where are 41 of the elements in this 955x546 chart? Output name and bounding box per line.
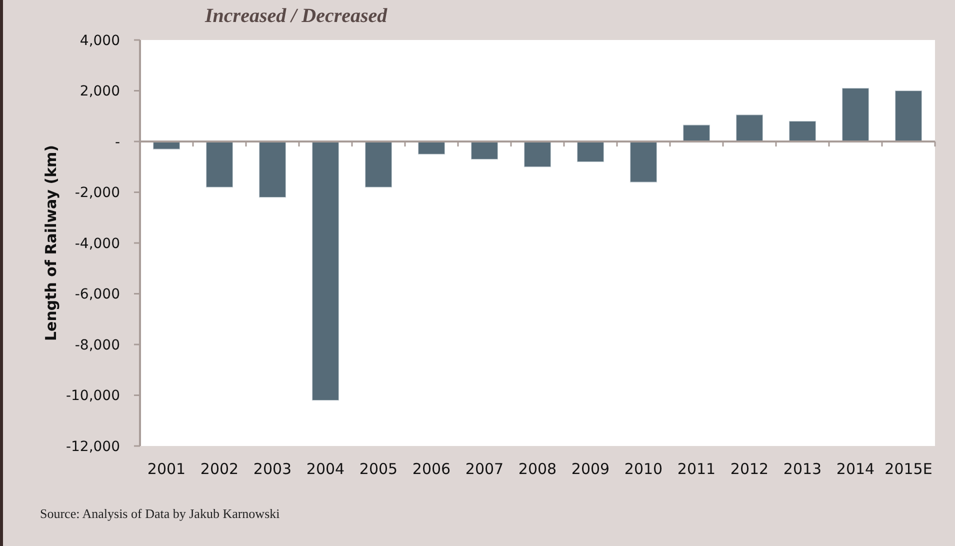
y-tick-label: -8,000 xyxy=(74,337,120,354)
x-tick-label: 2007 xyxy=(465,460,504,478)
x-tick-label: 2002 xyxy=(200,460,239,478)
y-tick-label: -12,000 xyxy=(66,438,120,455)
chart-title: Increased / Decreased xyxy=(204,5,388,27)
y-tick-label: -4,000 xyxy=(74,236,120,252)
x-tick-label: 2014 xyxy=(836,460,875,478)
x-tick-label: 2009 xyxy=(571,460,610,478)
y-axis-title: Length of Railway (km) xyxy=(42,144,60,342)
x-tick-label: 2013 xyxy=(783,460,822,478)
bar xyxy=(630,141,658,182)
x-tick-label: 2006 xyxy=(412,460,451,478)
y-tick-label: 2,000 xyxy=(80,84,120,100)
y-tick-label: 4,000 xyxy=(80,32,120,49)
bar xyxy=(682,124,710,142)
y-tick-label: -2,000 xyxy=(74,185,120,202)
x-tick-label: 2003 xyxy=(253,460,292,478)
bar xyxy=(894,90,922,142)
bar xyxy=(788,120,816,142)
x-tick-label: 2005 xyxy=(359,460,398,478)
x-tick-label: 2010 xyxy=(624,460,663,478)
y-tick-label: - xyxy=(114,134,120,150)
bar xyxy=(206,141,234,188)
bar xyxy=(736,114,764,142)
x-tick-label: 2004 xyxy=(306,460,345,478)
x-tick-label: 2008 xyxy=(518,460,557,478)
bar xyxy=(470,141,498,160)
y-tick-label: -6,000 xyxy=(74,286,120,303)
y-tick-label: -10,000 xyxy=(66,388,120,404)
bar xyxy=(842,88,870,142)
bar xyxy=(364,141,392,188)
source-note: Source: Analysis of Data by Jakub Karnowski xyxy=(40,506,280,521)
bar xyxy=(418,141,446,154)
bar xyxy=(312,141,340,401)
bar xyxy=(576,141,604,162)
bar xyxy=(258,141,286,198)
x-tick-label: 2011 xyxy=(677,460,716,478)
x-tick-label: 2012 xyxy=(730,460,769,478)
bar xyxy=(524,141,552,168)
x-tick-label: 2001 xyxy=(147,460,186,478)
x-tick-label: 2015E xyxy=(884,460,932,478)
